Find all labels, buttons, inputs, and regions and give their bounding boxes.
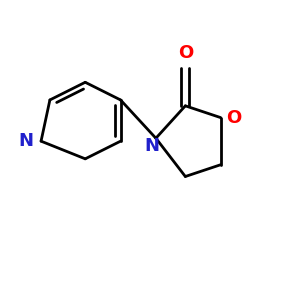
Text: N: N bbox=[144, 136, 159, 154]
Text: O: O bbox=[226, 109, 241, 127]
Text: N: N bbox=[19, 132, 34, 150]
Text: O: O bbox=[178, 44, 193, 62]
